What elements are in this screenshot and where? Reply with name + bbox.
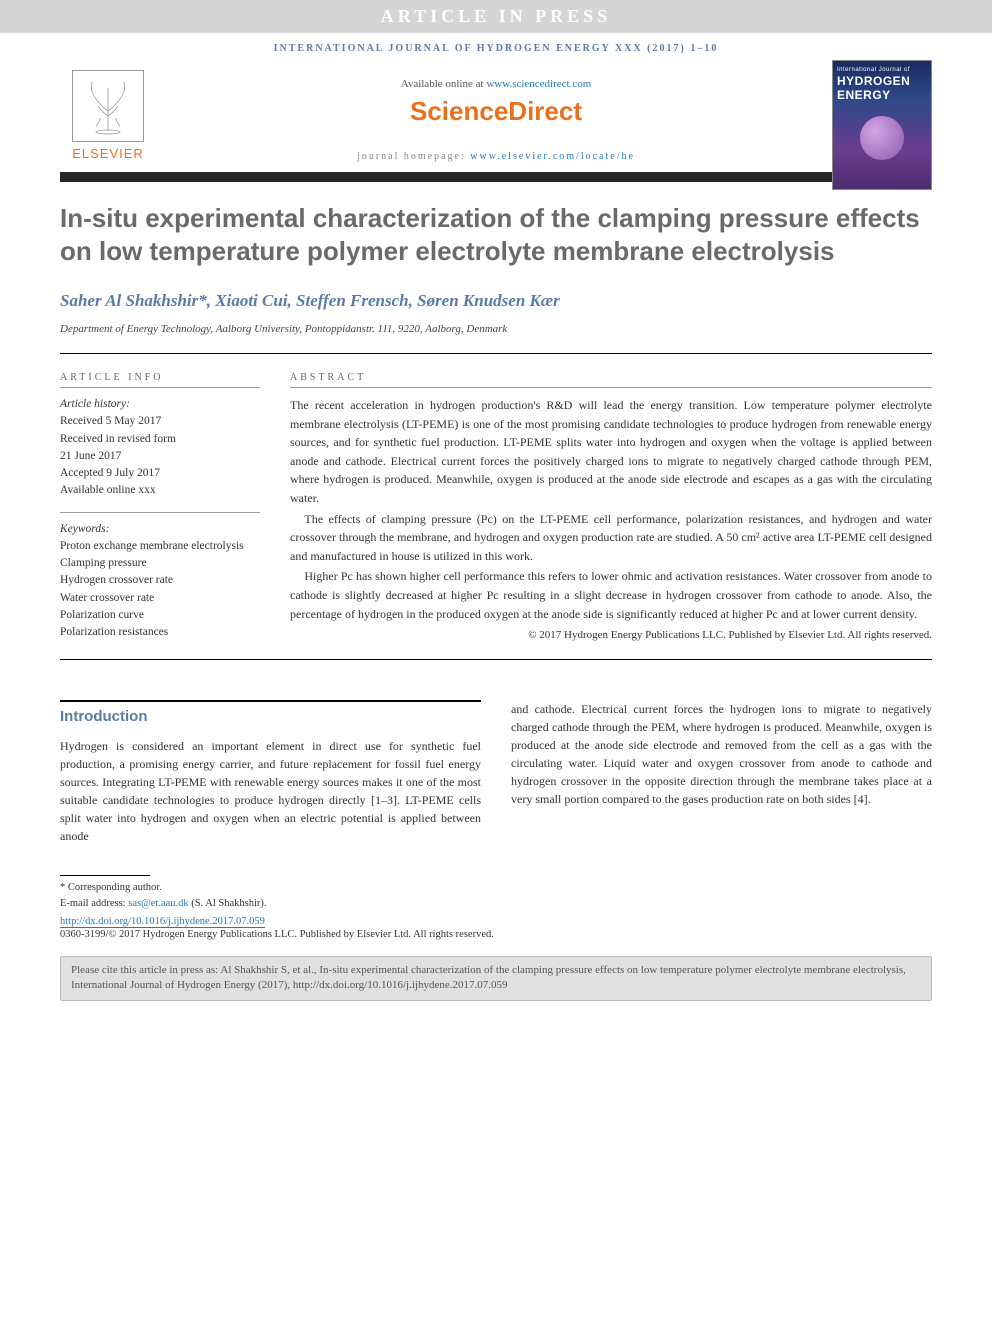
keywords-title: Keywords: — [60, 521, 260, 538]
keyword: Polarization resistances — [60, 624, 260, 641]
body-column-left: Introduction Hydrogen is considered an i… — [60, 700, 481, 912]
sciencedirect-link[interactable]: www.sciencedirect.com — [486, 78, 591, 90]
cover-graphic — [860, 116, 904, 160]
doi-line: http://dx.doi.org/10.1016/j.ijhydene.201… — [60, 916, 932, 927]
divider — [60, 353, 932, 354]
history-line: Received 5 May 2017 — [60, 413, 260, 430]
doi-link[interactable]: http://dx.doi.org/10.1016/j.ijhydene.201… — [60, 916, 265, 928]
article-info-label: ARTICLE INFO — [60, 372, 260, 388]
abstract-copyright: © 2017 Hydrogen Energy Publications LLC.… — [290, 629, 932, 641]
corresponding-author: * Corresponding author. — [60, 880, 481, 896]
rights-line: 0360-3199/© 2017 Hydrogen Energy Publica… — [60, 929, 932, 940]
keyword: Polarization curve — [60, 607, 260, 624]
abstract-paragraph: The effects of clamping pressure (Pc) on… — [290, 510, 932, 566]
elsevier-logo: ELSEVIER — [60, 70, 156, 161]
email-link[interactable]: sas@et.aau.dk — [128, 898, 188, 909]
affiliation: Department of Energy Technology, Aalborg… — [60, 323, 932, 335]
homepage-link[interactable]: www.elsevier.com/locate/he — [470, 151, 635, 162]
introduction-header: Introduction — [60, 700, 481, 725]
info-divider — [60, 512, 260, 513]
article-in-press-banner: ARTICLE IN PRESS — [0, 0, 992, 33]
abstract-paragraph: Higher Pc has shown higher cell performa… — [290, 567, 932, 623]
abstract-column: ABSTRACT The recent acceleration in hydr… — [290, 372, 932, 641]
journal-cover-thumbnail: International Journal of HYDROGEN ENERGY — [832, 60, 932, 190]
sciencedirect-block: Available online at www.sciencedirect.co… — [60, 60, 932, 162]
authors-line: Saher Al Shakhshir*, Xiaoti Cui, Steffen… — [60, 291, 932, 311]
info-abstract-row: ARTICLE INFO Article history: Received 5… — [60, 372, 932, 641]
history-line: 21 June 2017 — [60, 448, 260, 465]
black-divider-bar — [60, 172, 932, 182]
keyword: Proton exchange membrane electrolysis — [60, 538, 260, 555]
keyword: Water crossover rate — [60, 590, 260, 607]
keyword: Clamping pressure — [60, 555, 260, 572]
elsevier-tree-icon — [72, 70, 144, 142]
elsevier-wordmark: ELSEVIER — [60, 146, 156, 161]
article-info-column: ARTICLE INFO Article history: Received 5… — [60, 372, 260, 641]
sciencedirect-logo: ScienceDirect — [60, 96, 932, 127]
body-columns: Introduction Hydrogen is considered an i… — [60, 700, 932, 912]
keyword: Hydrogen crossover rate — [60, 572, 260, 589]
journal-homepage-text: journal homepage: www.elsevier.com/locat… — [60, 151, 932, 162]
divider — [60, 659, 932, 660]
available-online-text: Available online at www.sciencedirect.co… — [60, 78, 932, 90]
cover-line3: ENERGY — [837, 88, 927, 102]
abstract-paragraph: The recent acceleration in hydrogen prod… — [290, 396, 932, 508]
footnotes: * Corresponding author. E-mail address: … — [60, 875, 481, 912]
body-column-right: and cathode. Electrical current forces t… — [511, 700, 932, 912]
email-line: E-mail address: sas@et.aau.dk (S. Al Sha… — [60, 896, 481, 912]
history-line: Received in revised form — [60, 431, 260, 448]
journal-citation-line: INTERNATIONAL JOURNAL OF HYDROGEN ENERGY… — [0, 33, 992, 60]
history-title: Article history: — [60, 396, 260, 413]
history-line: Accepted 9 July 2017 — [60, 465, 260, 482]
header-block: ELSEVIER International Journal of HYDROG… — [0, 60, 992, 162]
cover-line1: International Journal of — [837, 67, 927, 73]
citation-box: Please cite this article in press as: Al… — [60, 956, 932, 1001]
body-text: and cathode. Electrical current forces t… — [511, 700, 932, 808]
footnote-rule — [60, 875, 150, 876]
body-text: Hydrogen is considered an important elem… — [60, 737, 481, 845]
cover-line2: HYDROGEN — [837, 74, 927, 88]
article-title: In-situ experimental characterization of… — [60, 202, 932, 267]
abstract-label: ABSTRACT — [290, 372, 932, 388]
history-line: Available online xxx — [60, 482, 260, 499]
